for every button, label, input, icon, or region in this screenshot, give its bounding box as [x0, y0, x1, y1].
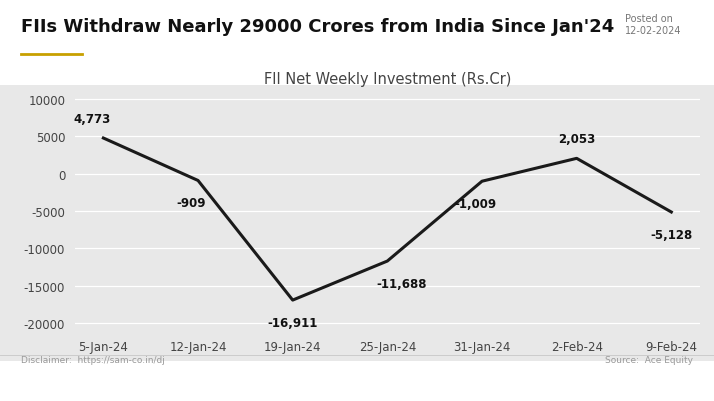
Text: Source:  Ace Equity: Source: Ace Equity: [605, 355, 693, 364]
Text: 2,053: 2,053: [558, 133, 595, 146]
Title: FII Net Weekly Investment (Rs.Cr): FII Net Weekly Investment (Rs.Cr): [263, 72, 511, 87]
Text: ¢SAMCO: ¢SAMCO: [610, 369, 696, 387]
Text: FIIs Withdraw Nearly 29000 Crores from India Since Jan'24: FIIs Withdraw Nearly 29000 Crores from I…: [21, 18, 615, 36]
Text: -909: -909: [176, 197, 206, 210]
Text: -11,688: -11,688: [376, 277, 426, 290]
Text: Posted on
12-02-2024: Posted on 12-02-2024: [625, 14, 681, 36]
Text: -1,009: -1,009: [454, 197, 496, 211]
Text: 4,773: 4,773: [74, 113, 111, 126]
Text: -5,128: -5,128: [650, 228, 693, 241]
Text: Disclaimer:  https://sam-co.in/dj: Disclaimer: https://sam-co.in/dj: [21, 355, 166, 364]
Text: #SAMSHOTS: #SAMSHOTS: [18, 369, 146, 387]
Text: -16,911: -16,911: [268, 316, 318, 329]
